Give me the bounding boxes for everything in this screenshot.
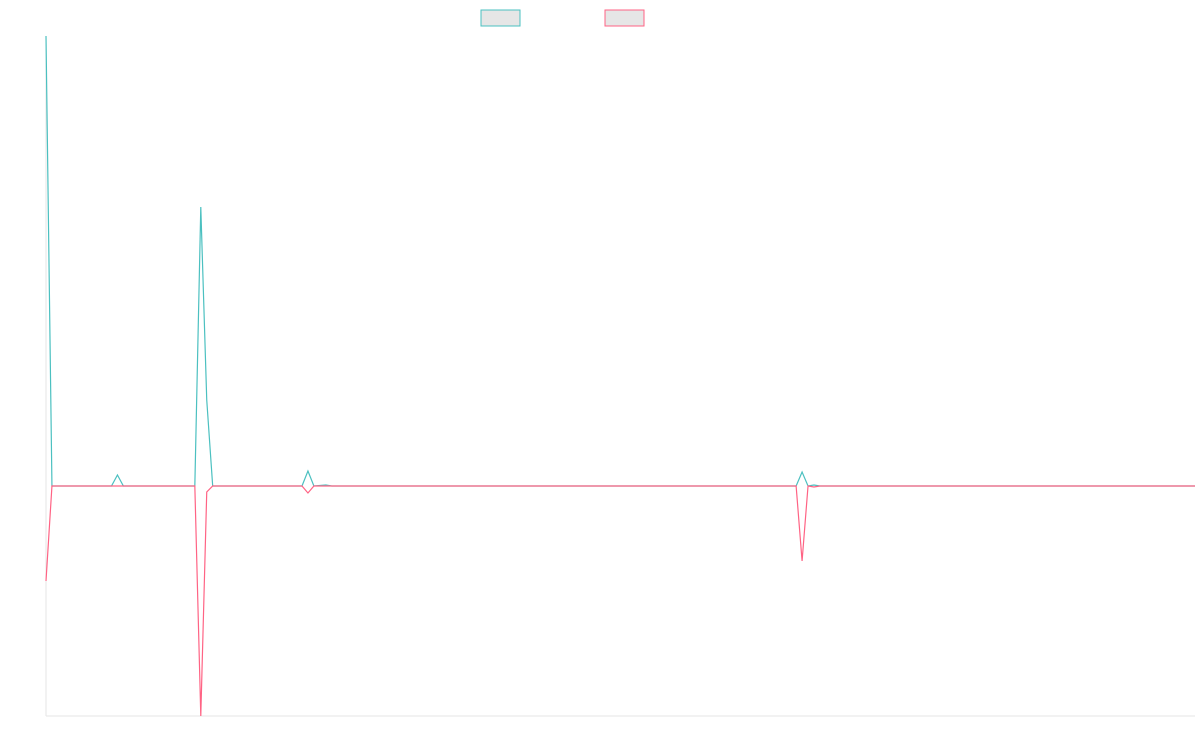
legend-swatch [480, 9, 521, 27]
series-line [45, 485, 1195, 717]
legend-swatch [604, 9, 645, 27]
series-line [45, 35, 1195, 487]
